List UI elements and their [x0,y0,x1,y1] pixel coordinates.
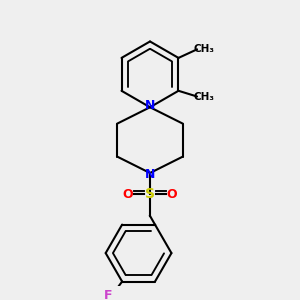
Text: F: F [103,289,112,300]
Text: N: N [145,168,155,181]
Text: CH₃: CH₃ [194,44,215,54]
Text: O: O [123,188,133,201]
Text: S: S [145,188,155,202]
Text: CH₃: CH₃ [194,92,215,101]
Text: O: O [167,188,177,201]
Text: N: N [145,99,155,112]
